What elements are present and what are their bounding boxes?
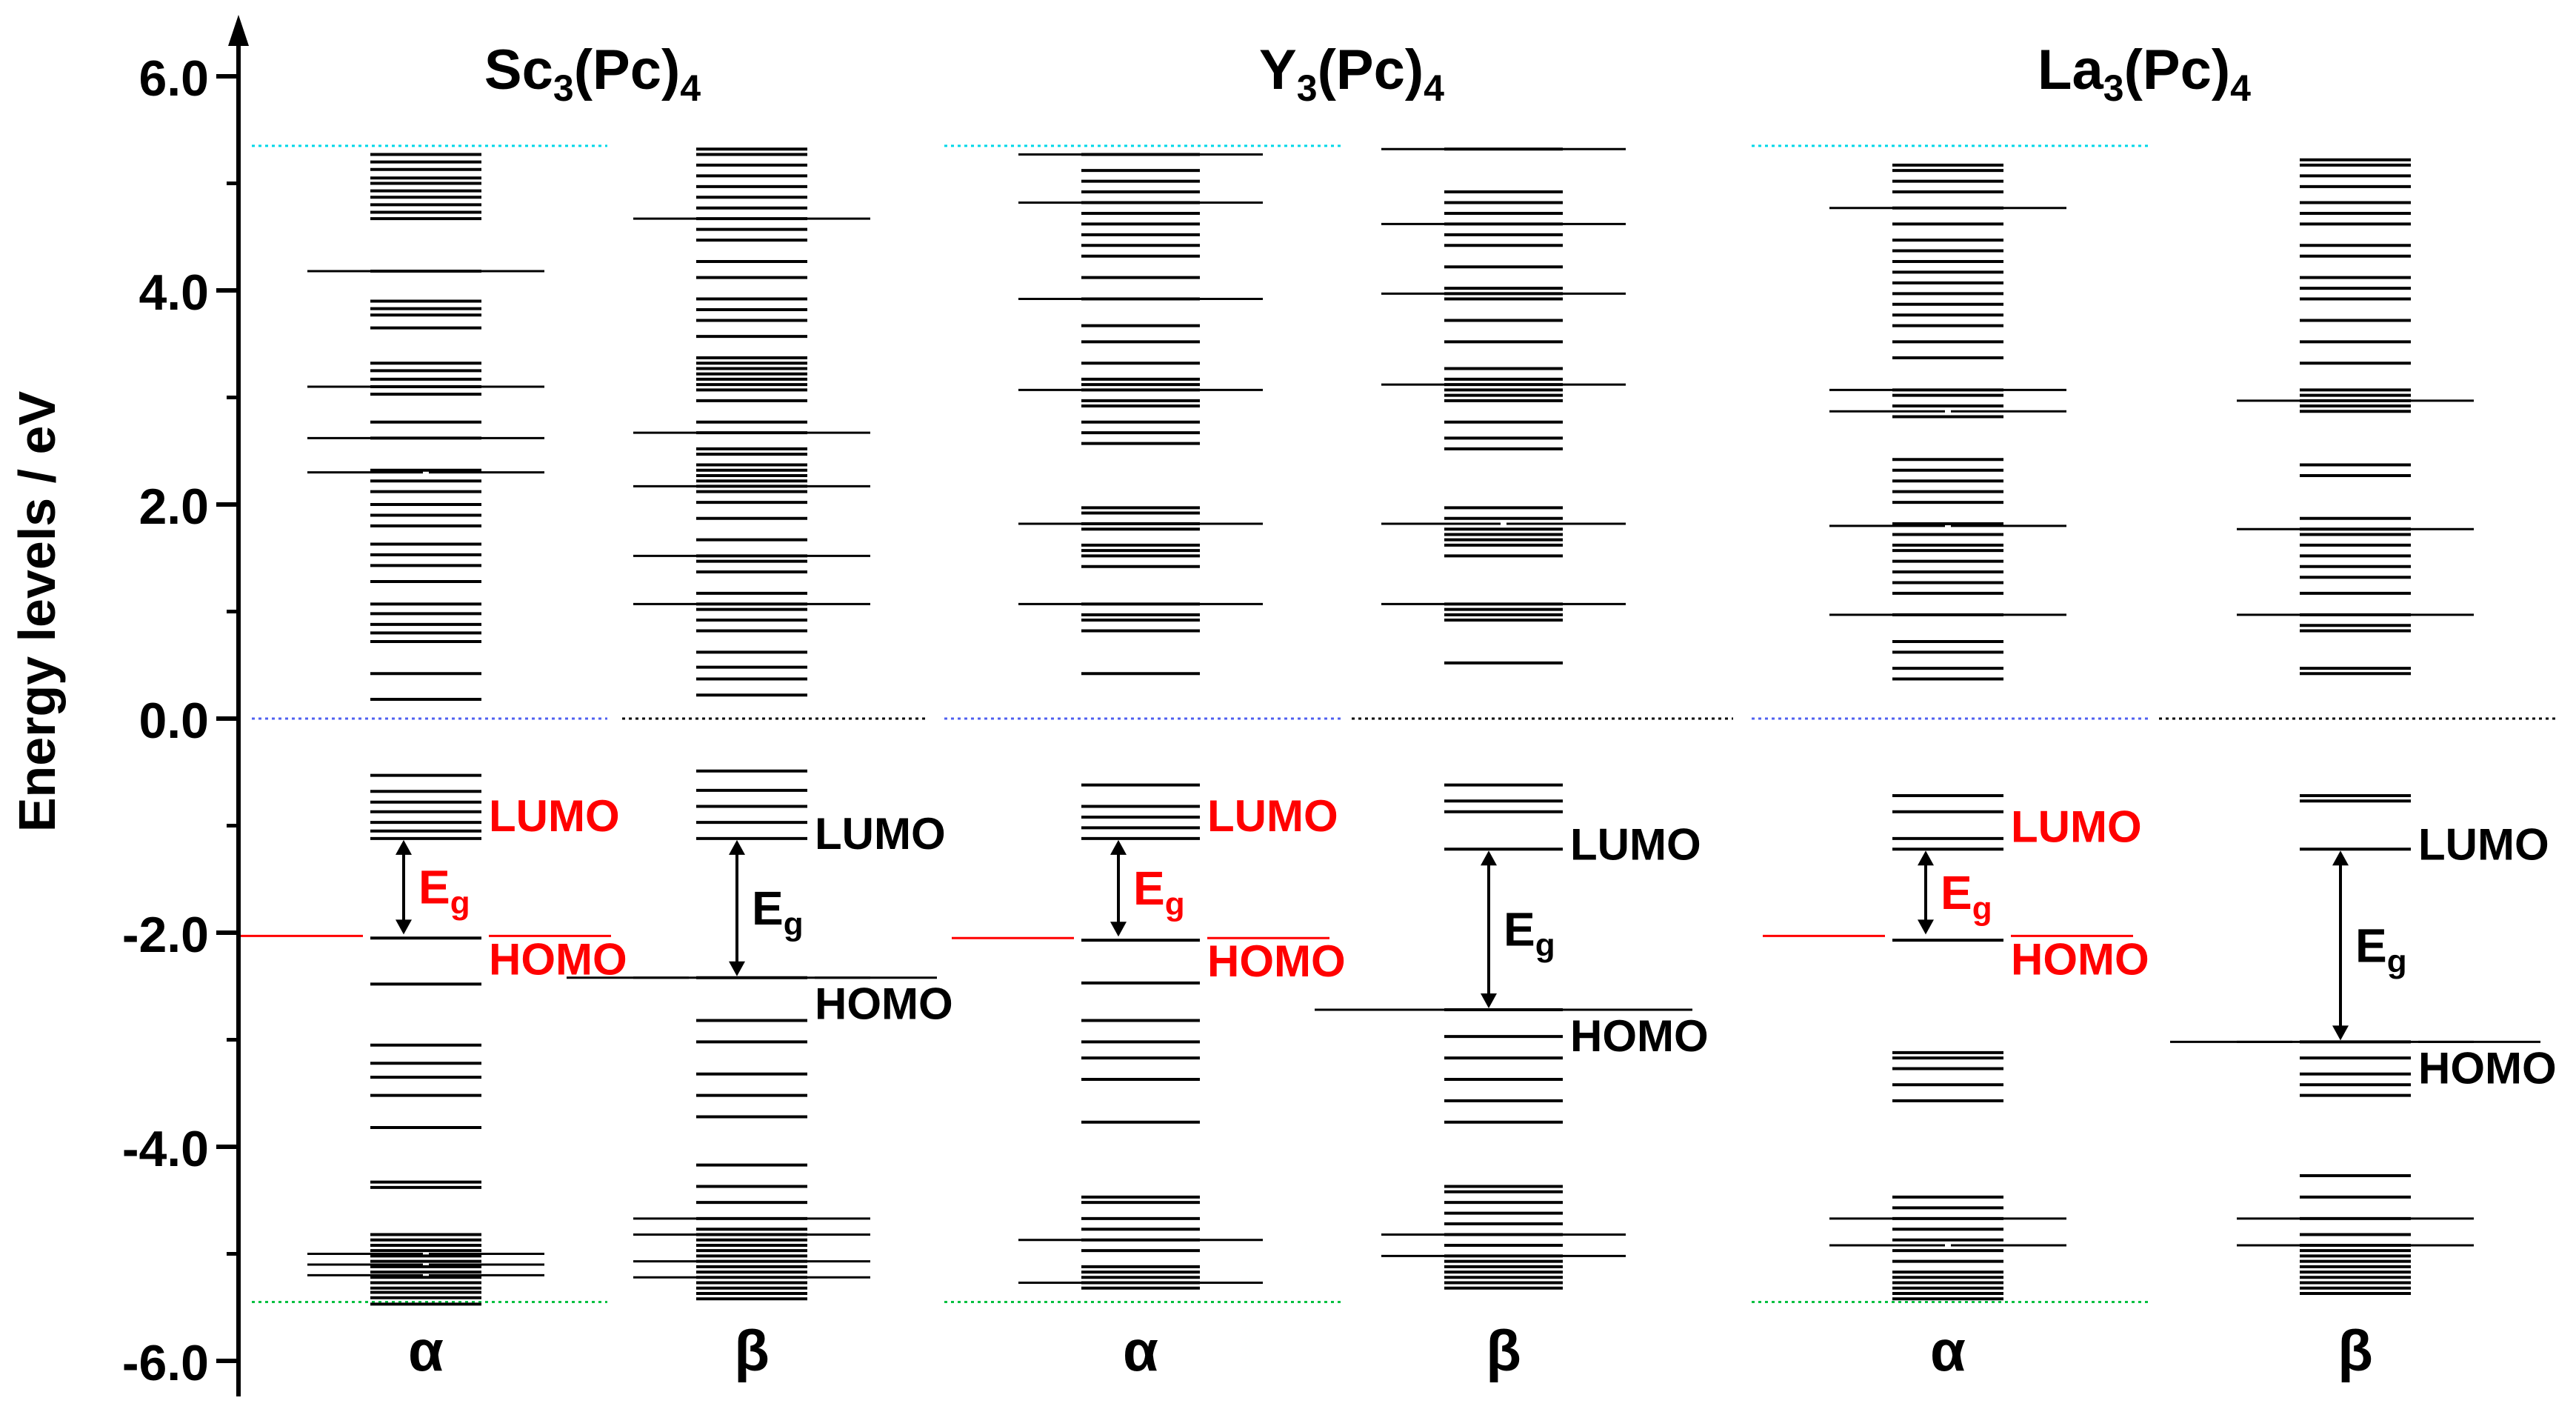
gap-arrow-head-bottom	[396, 919, 412, 935]
y-axis-label: Energy levels / eV	[8, 391, 66, 833]
gap-label: Eg	[1504, 903, 1555, 964]
homo-label: HOMO	[815, 979, 953, 1029]
gap-arrow-head-top	[1481, 850, 1497, 866]
gap-arrow-head-top	[2332, 850, 2349, 866]
column-alpha: Eg LUMO HOMO α	[952, 153, 1346, 1383]
panel-2: Y3(Pc)4 Eg LUMO HOMO α Eg LUMO HOMO β	[944, 39, 1733, 1383]
gap-label: Eg	[1133, 862, 1185, 922]
spin-label: β	[1486, 1318, 1521, 1383]
gap-label: Eg	[418, 861, 470, 922]
gap-arrow-head-bottom	[2332, 1025, 2349, 1041]
homo-label: HOMO	[489, 934, 627, 984]
y-tick-label: 4.0	[139, 264, 209, 321]
lumo-label: LUMO	[2418, 819, 2549, 869]
homo-label: HOMO	[1207, 936, 1346, 986]
y-tick-label: -6.0	[122, 1335, 209, 1391]
y-tick-label: 6.0	[139, 50, 209, 107]
y-ticks: 6.0 4.0 2.0 0.0 -2.0 -4.0 -6.0	[122, 50, 238, 1391]
column-beta: Eg LUMO HOMO β	[1315, 147, 1709, 1383]
panel-title: La3(Pc)4	[2038, 39, 2251, 109]
lumo-label: LUMO	[815, 809, 946, 859]
gap-arrow-head-top	[729, 839, 745, 855]
gap-arrow-head-bottom	[1110, 922, 1127, 937]
spin-label: β	[2338, 1318, 2373, 1383]
y-tick-label: -4.0	[122, 1121, 209, 1177]
gap-arrow-head-bottom	[729, 961, 745, 976]
column-alpha: Eg LUMO HOMO α	[1763, 163, 2149, 1383]
homo-label: HOMO	[2011, 934, 2149, 984]
homo-label: HOMO	[1570, 1011, 1709, 1061]
gap-arrow-head-bottom	[1481, 993, 1497, 1009]
homo-label: HOMO	[2418, 1043, 2557, 1093]
y-tick-label: 0.0	[139, 693, 209, 749]
y-tick-label: 2.0	[139, 479, 209, 535]
spin-label: β	[734, 1318, 770, 1383]
panel-title: Y3(Pc)4	[1259, 39, 1444, 109]
spin-label: α	[408, 1318, 444, 1383]
spin-label: α	[1930, 1318, 1966, 1383]
lumo-label: LUMO	[1570, 819, 1701, 869]
lumo-label: LUMO	[2011, 802, 2142, 851]
gap-label: Eg	[1941, 866, 1992, 927]
lumo-label: LUMO	[489, 791, 620, 841]
gap-arrow-head-top	[396, 839, 412, 855]
gap-arrow-head-top	[1918, 850, 1934, 866]
spin-label: α	[1123, 1318, 1158, 1383]
gap-arrow-head-bottom	[1918, 919, 1934, 935]
gap-label: Eg	[2355, 919, 2407, 979]
lumo-label: LUMO	[1207, 791, 1338, 841]
gap-label: Eg	[752, 882, 804, 942]
gap-arrow-head-top	[1110, 839, 1127, 855]
panel-title: Sc3(Pc)4	[484, 39, 701, 109]
y-axis-arrow	[228, 15, 249, 46]
y-tick-label: -2.0	[122, 907, 209, 963]
column-alpha: Eg LUMO HOMO α	[241, 153, 627, 1383]
